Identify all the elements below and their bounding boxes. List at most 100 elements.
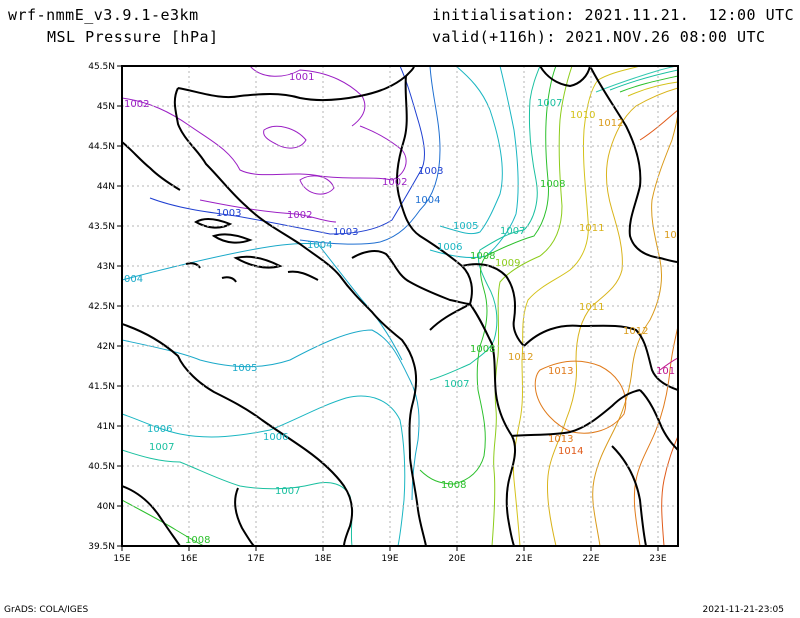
contour-label: 1009 bbox=[495, 258, 520, 269]
lon-tick-19e: 19E bbox=[381, 554, 398, 564]
contour-label: 1003 bbox=[418, 166, 443, 177]
contour-label: 1002 bbox=[382, 177, 407, 188]
contour-label: 1014 bbox=[558, 446, 583, 457]
isobar-1006b bbox=[429, 66, 519, 259]
isobar-1011 bbox=[547, 87, 678, 546]
init-time: initialisation: 2021.11.21. 12:00 UTC bbox=[432, 6, 795, 24]
isobar-1006 bbox=[122, 395, 406, 546]
lat-tick-45n: 45N bbox=[97, 102, 115, 112]
contour-labels: 1001 1002 1002 1002 1003 1003 1003 1004 … bbox=[124, 72, 677, 546]
lat-tick-41-5n: 41.5N bbox=[88, 382, 115, 392]
italy-east-coast bbox=[122, 323, 353, 546]
contour-label: 1002 bbox=[124, 99, 149, 110]
contour-label: 101 bbox=[656, 366, 675, 377]
isobar-1004b bbox=[122, 243, 403, 361]
timestamp-label: 2021-11-21-23:05 bbox=[702, 605, 785, 615]
contour-label: 1008 bbox=[470, 251, 495, 262]
isobar-1005b bbox=[439, 66, 503, 235]
lat-tick-39-5n: 39.5N bbox=[88, 542, 115, 552]
contour-label: 1007 bbox=[537, 98, 562, 109]
contour-label: 1004 bbox=[307, 240, 332, 251]
isobar-1008b bbox=[419, 66, 557, 485]
isobar-1012 bbox=[592, 109, 678, 546]
contour-label: 1004 bbox=[415, 195, 440, 206]
contour-label: 1011 bbox=[579, 302, 604, 313]
isobar-1002b bbox=[199, 199, 337, 223]
island-mljet bbox=[287, 270, 319, 281]
contour-label: 1005 bbox=[232, 363, 257, 374]
isobar-1015 bbox=[659, 357, 678, 371]
lon-tick-22e: 22E bbox=[582, 554, 599, 564]
serbia-bulgaria-border bbox=[589, 66, 678, 263]
lon-tick-labels: 15E 16E 17E 18E 19E 20E 21E 22E 23E bbox=[113, 554, 666, 564]
contour-label: 1001 bbox=[289, 72, 314, 83]
contour-label: 1003 bbox=[333, 227, 358, 238]
lon-tick-23e: 23E bbox=[649, 554, 666, 564]
isobar-1004 bbox=[299, 66, 441, 245]
lat-tick-labels: 45.5N 45N 44.5N 44N 43.5N 43N 42.5N 42N … bbox=[88, 62, 115, 552]
greece-border bbox=[611, 389, 678, 546]
contour-label: 1007 bbox=[500, 226, 525, 237]
montenegro-border bbox=[351, 250, 471, 305]
lat-tick-43-5n: 43.5N bbox=[88, 222, 115, 232]
isobar-1007 bbox=[122, 449, 353, 546]
contour-label: 1007 bbox=[275, 486, 300, 497]
island-korcula bbox=[233, 255, 283, 269]
lon-tick-16e: 16E bbox=[180, 554, 197, 564]
contour-label: 1008 bbox=[185, 535, 210, 546]
contour-label: 1012 bbox=[623, 326, 648, 337]
isobar-1001 bbox=[249, 66, 366, 127]
tick-marks bbox=[117, 65, 659, 551]
model-title: wrf-nmmE_v3.9.1-e3km bbox=[8, 6, 199, 24]
isobar-1008 bbox=[122, 499, 205, 546]
isobar-1009 bbox=[491, 66, 573, 546]
isobar-1007b bbox=[429, 66, 541, 381]
contour-label: 1006 bbox=[147, 424, 172, 435]
isobar-1014 bbox=[661, 435, 678, 546]
credit-label: GrADS: COLA/IGES bbox=[4, 605, 89, 615]
isobar-1002c bbox=[263, 125, 307, 149]
contour-label: 1007 bbox=[444, 379, 469, 390]
coastlines-borders bbox=[122, 66, 678, 546]
lon-tick-21e: 21E bbox=[515, 554, 532, 564]
lon-tick-18e: 18E bbox=[314, 554, 331, 564]
lon-tick-17e: 17E bbox=[247, 554, 264, 564]
italy-gulf bbox=[234, 487, 255, 546]
contour-label: 1013 bbox=[548, 434, 573, 445]
lon-tick-15e: 15E bbox=[113, 554, 130, 564]
contour-label: 1008 bbox=[441, 480, 466, 491]
istria-coast bbox=[122, 141, 181, 191]
grid-lines bbox=[122, 66, 678, 546]
kosovo-border bbox=[461, 263, 525, 347]
contour-label: 1003 bbox=[216, 208, 241, 219]
lat-tick-42n: 42N bbox=[97, 342, 115, 352]
contour-label: 004 bbox=[124, 274, 143, 285]
contour-label: 1006 bbox=[437, 242, 462, 253]
lon-tick-20e: 20E bbox=[448, 554, 465, 564]
lat-tick-44n: 44N bbox=[97, 182, 115, 192]
contour-label: 1011 bbox=[579, 223, 604, 234]
island-lastovo bbox=[221, 276, 237, 283]
isobar-1013b bbox=[534, 360, 627, 434]
isobar-1002 bbox=[122, 97, 407, 181]
bosnia-border bbox=[177, 66, 415, 102]
lat-tick-41n: 41N bbox=[97, 422, 115, 432]
lat-tick-40-5n: 40.5N bbox=[88, 462, 115, 472]
contour-label: 1008 bbox=[540, 179, 565, 190]
contour-label: 1007 bbox=[149, 442, 174, 453]
romania-border bbox=[539, 66, 591, 88]
island-hvar bbox=[211, 233, 253, 244]
contour-label: 1008 bbox=[470, 344, 495, 355]
italy-heel bbox=[122, 485, 181, 546]
lat-tick-40n: 40N bbox=[97, 502, 115, 512]
contour-label: 10 bbox=[664, 230, 677, 241]
field-title: MSL Pressure [hPa] bbox=[47, 28, 219, 46]
contour-label: 1013 bbox=[548, 366, 573, 377]
contour-label: 1006 bbox=[263, 432, 288, 443]
lat-tick-45-5n: 45.5N bbox=[88, 62, 115, 72]
island-vis bbox=[185, 262, 201, 269]
serbia-border bbox=[396, 75, 473, 305]
island-brac bbox=[194, 217, 233, 229]
isobar-1003 bbox=[149, 66, 425, 235]
